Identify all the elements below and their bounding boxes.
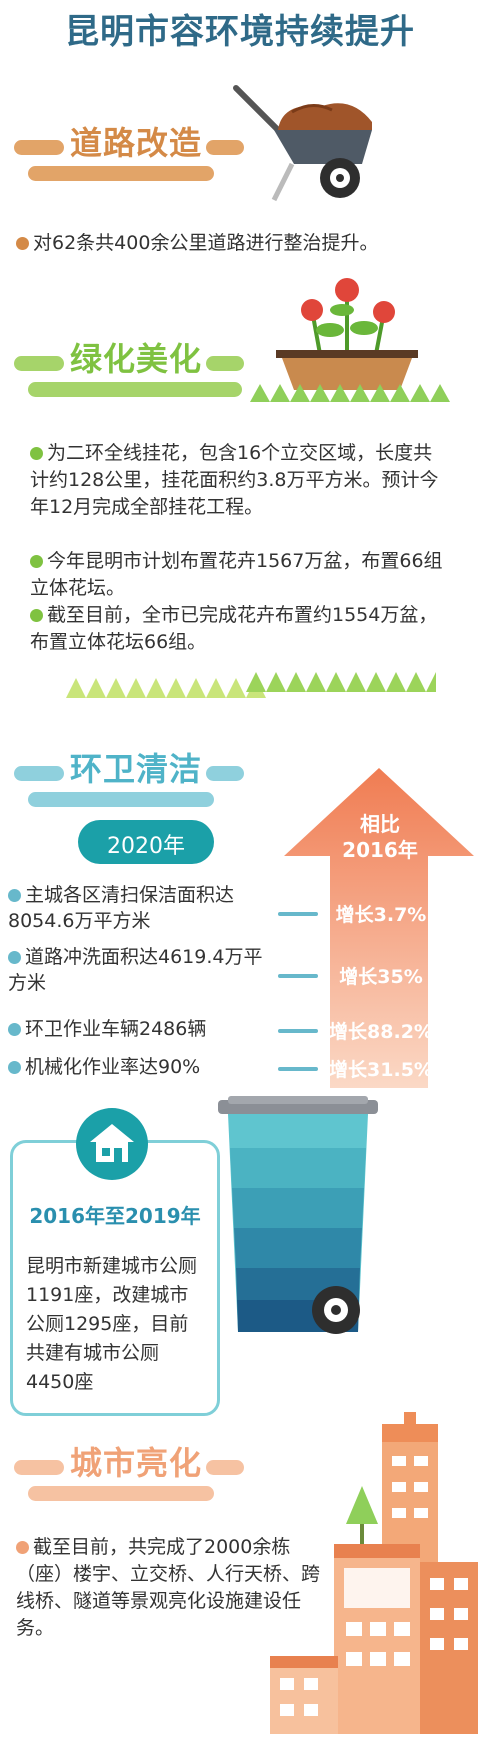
compare-label-line2: 2016年 [342,838,418,862]
trash-bin-icon [218,1096,378,1334]
stat-row-3: 环卫作业车辆2486辆 [8,1016,270,1042]
stat-growth-3: 增长88.2% [329,1021,433,1043]
stat-row-4: 机械化作业率达90% [8,1054,270,1080]
city-buildings-icon [270,1412,478,1734]
lighting-deco-bar-left [14,1460,64,1475]
road-deco-bar-right [206,140,244,155]
stat-growth-1: 增长3.7% [335,904,427,926]
toilet-period: 2016年至2019年 [29,1204,201,1228]
road-item: 对62条共400余公里道路进行整治提升。 [16,230,476,257]
grass-strip-top [250,384,450,402]
bullet-dot [30,555,43,568]
bullet-dot [8,951,21,964]
compare-label-line1: 相比 [360,812,400,836]
stat-connector-4 [278,1067,318,1071]
grass-strip-bottom [66,672,436,698]
year-badge-label: 2020年 [107,834,185,859]
bullet-dot [16,237,29,250]
house-icon [90,1124,134,1162]
bullet-dot [30,447,43,460]
stat-connector-3 [278,1029,318,1033]
green-section-title: 绿化美化 [70,340,203,378]
bullet-dot [30,609,43,622]
sanitation-deco-bar-left [14,766,64,781]
stat-growth-4: 增长31.5% [329,1059,433,1081]
stat-row-1: 主城各区清扫保洁面积达8054.6万平方米 [8,884,235,932]
sanitation-deco-bar-long [28,792,214,807]
stat-connector-2 [278,974,318,978]
year-badge [78,820,214,864]
road-section-title: 道路改造 [70,124,203,162]
bullet-dot [8,1023,21,1036]
page-title: 昆明市容环境持续提升 [65,12,415,52]
road-deco-bar-long [28,166,214,181]
bullet-dot [8,889,21,902]
bullet-dot [16,1541,29,1554]
lighting-item: 截至目前，共完成了2000余栋（座）楼宇、立交桥、人行天桥、跨线桥、隧道等景观亮… [16,1536,321,1639]
stat-row-2: 道路冲洗面积达4619.4万平方米 [8,946,263,994]
stat-growth-2: 增长35% [339,966,423,988]
sanitation-section-title: 环卫清洁 [70,750,203,788]
lighting-deco-bar-long [28,1486,214,1501]
growth-arrow-icon [284,768,474,1088]
bullet-dot [8,1061,21,1074]
lighting-section-title: 城市亮化 [70,1444,203,1482]
green-item-3: 截至目前，全市已完成花卉布置约1554万盆，布置立体花坛66组。 [30,604,438,653]
green-deco-bar-right [206,356,244,371]
green-deco-bar-long [28,382,242,397]
flower-pot-icon [276,278,418,390]
stat-connector-1 [278,912,318,916]
lighting-deco-bar-right [206,1460,244,1475]
wheelbarrow-icon [233,85,372,202]
green-item-1: 为二环全线挂花，包含16个立交区域，长度共计约128公里，挂花面积约3.8万平方… [30,442,439,518]
sanitation-deco-bar-right [206,766,244,781]
toilet-text: 昆明市新建城市公厕1191座，改建城市公厕1295座，目前共建有城市公厕4450… [26,1255,198,1393]
toilet-info-box [10,1140,220,1416]
green-deco-bar-left [14,356,64,371]
green-item-2: 今年昆明市计划布置花卉1567万盆，布置66组立体花坛。 [30,550,443,599]
road-deco-bar-left [14,140,64,155]
